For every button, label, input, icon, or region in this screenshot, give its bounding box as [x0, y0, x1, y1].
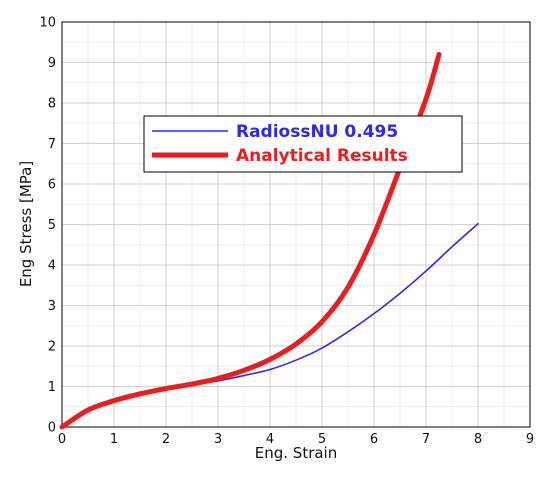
y-tick-label: 9 — [48, 56, 56, 71]
x-tick-label: 2 — [162, 432, 170, 447]
legend-label-analytical: Analytical Results — [236, 146, 408, 166]
x-tick-label: 8 — [474, 432, 482, 447]
y-tick-label: 0 — [48, 421, 56, 436]
x-tick-label: 3 — [214, 432, 222, 447]
y-tick-label: 3 — [48, 299, 56, 314]
x-tick-label: 0 — [58, 432, 66, 447]
y-tick-label: 8 — [48, 97, 56, 112]
legend-label-radioss: RadiossNU 0.495 — [236, 122, 398, 142]
y-tick-label: 10 — [39, 16, 56, 31]
y-tick-label: 6 — [48, 178, 56, 193]
y-tick-label: 7 — [48, 137, 56, 152]
x-tick-label: 9 — [526, 432, 534, 447]
x-tick-label: 5 — [318, 432, 326, 447]
legend-box — [143, 115, 463, 173]
y-tick-label: 2 — [48, 340, 56, 355]
x-tick-label: 7 — [422, 432, 430, 447]
y-tick-label: 4 — [48, 259, 56, 274]
x-tick-label: 4 — [266, 432, 274, 447]
minor-grid — [62, 22, 530, 427]
x-axis-label: Eng. Strain — [255, 444, 337, 462]
x-tick-label: 1 — [110, 432, 118, 447]
y-tick-labels: 0 1 2 3 4 5 6 7 8 9 10 — [39, 16, 56, 436]
plot-frame — [61, 21, 531, 428]
y-axis-label: Eng Stress [MPa] — [17, 161, 35, 287]
series-layer — [59, 51, 479, 430]
x-tick-labels: 0 1 2 3 4 5 6 7 8 9 — [58, 432, 534, 447]
y-tick-label: 5 — [48, 218, 56, 233]
x-tick-label: 6 — [370, 432, 378, 447]
y-tick-label: 1 — [48, 380, 56, 395]
legend: RadiossNU 0.495 Analytical Results — [143, 115, 463, 173]
series-line-analytical — [59, 51, 442, 430]
